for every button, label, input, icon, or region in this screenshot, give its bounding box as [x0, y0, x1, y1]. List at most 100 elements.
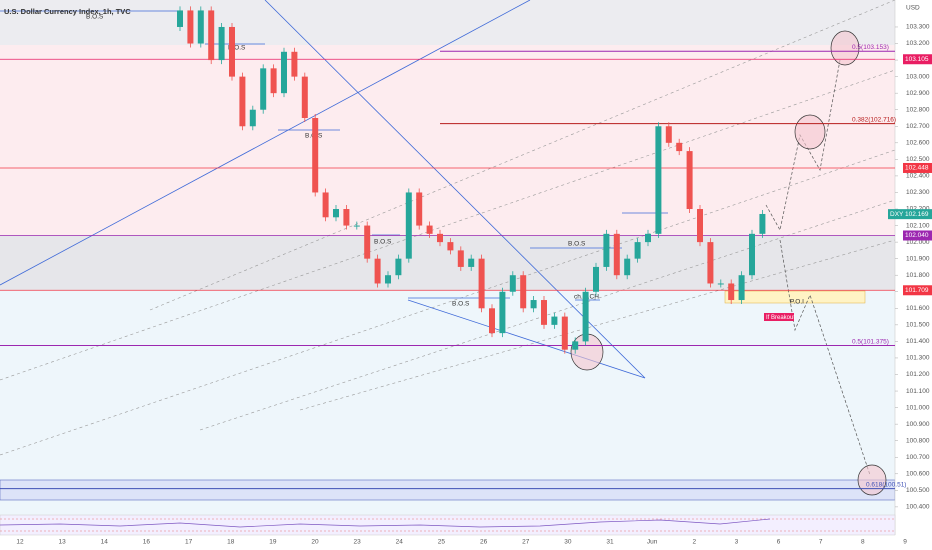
x-tick-label: 7 — [819, 539, 823, 546]
y-tick-label: 102.500 — [906, 156, 930, 163]
poi-zone — [724, 290, 866, 304]
x-tick-label: 8 — [861, 539, 865, 546]
breakout-tag — [764, 313, 794, 321]
y-tick-label: 103.200 — [906, 40, 930, 47]
annotation: B.O.S — [452, 301, 470, 308]
candle-body — [478, 258, 485, 309]
x-tick-label: 25 — [438, 539, 446, 546]
candle-body — [697, 209, 703, 243]
x-tick-label: 23 — [354, 539, 362, 546]
candle-body — [530, 300, 537, 309]
x-tick-label: 12 — [16, 539, 24, 546]
candle-body — [405, 192, 412, 259]
price-tag — [903, 230, 932, 241]
y-tick-label: 101.500 — [906, 322, 930, 329]
candle-body — [655, 126, 662, 234]
price-tag-label: 102.169 — [905, 211, 929, 218]
candle-body — [281, 51, 287, 94]
candle-body — [291, 51, 298, 77]
y-tick-label: 102.000 — [906, 239, 930, 246]
candle-body — [561, 316, 568, 350]
candle-body — [364, 225, 371, 259]
rsi-line — [0, 518, 771, 528]
x-tick-label: 27 — [522, 539, 530, 546]
candle-body — [728, 283, 735, 301]
y-tick-label: 101.600 — [906, 305, 930, 312]
x-tick-label: 20 — [311, 539, 319, 546]
candle-body — [197, 10, 204, 44]
annotation: B.O.S — [374, 239, 392, 246]
symbol-tag — [888, 209, 903, 220]
x-tick-label: 3 — [735, 539, 739, 546]
x-tick-label: 18 — [227, 539, 235, 546]
candle-body — [551, 316, 558, 325]
candle-body — [395, 258, 402, 276]
y-tick-label: 100.600 — [906, 471, 930, 478]
fib-label: 0.5(103.153) — [852, 44, 889, 51]
zone-demand — [0, 290, 895, 515]
y-tick-label: 103.300 — [906, 24, 930, 31]
candle-body — [187, 10, 194, 44]
x-tick-label: 31 — [606, 539, 614, 546]
candle-body — [218, 26, 225, 61]
y-tick-label: 100.400 — [906, 504, 930, 511]
candle-body — [707, 242, 714, 284]
candle-body — [603, 233, 610, 267]
candle-body — [322, 192, 329, 218]
candle-body — [665, 126, 672, 143]
candle-body — [208, 10, 215, 61]
candle-body — [717, 283, 724, 285]
candle-body — [572, 341, 579, 350]
candle-body — [437, 233, 443, 243]
candle-body — [270, 68, 277, 94]
y-tick-label: 101.000 — [906, 404, 930, 411]
y-tick-label: 102.400 — [906, 173, 930, 180]
y-tick-label: 101.200 — [906, 371, 930, 378]
candle-body — [676, 142, 683, 152]
x-tick-label: 30 — [564, 539, 572, 546]
annotation: P.O.I — [790, 299, 804, 306]
annotation: B.O.S — [228, 45, 246, 52]
candle-body — [333, 209, 339, 218]
candle-body — [260, 68, 267, 110]
candle-body — [301, 76, 308, 118]
price-tag-label: 102.448 — [905, 165, 929, 172]
annotation: If Breakout — [766, 315, 795, 321]
x-tick-label: Jun — [647, 539, 658, 546]
candle-body — [624, 258, 631, 276]
symbol-label: DXY — [890, 211, 904, 218]
x-tick-label: 14 — [101, 539, 109, 546]
candle-body — [541, 300, 547, 325]
candle-body — [582, 291, 589, 342]
price-tag-label: 103.105 — [905, 56, 929, 63]
candle-body — [489, 308, 495, 334]
fib-label: 0.382(102.716) — [852, 116, 896, 123]
y-tick-label: 101.900 — [906, 255, 930, 262]
x-tick-label: 13 — [59, 539, 67, 546]
y-tick-label: 100.700 — [906, 454, 930, 461]
y-tick-label: 100.800 — [906, 437, 930, 444]
annotation: B.O.S — [86, 14, 104, 21]
candle-body — [416, 192, 423, 226]
price-tag-label: 102.040 — [905, 232, 929, 239]
fib-label: 0.5(101.375) — [852, 338, 889, 345]
zone-supply — [0, 45, 895, 235]
candle-body — [457, 250, 464, 267]
candle-body — [239, 76, 246, 127]
candle-body — [426, 225, 433, 234]
price-tag-label: 101.709 — [905, 287, 929, 294]
rsi-panel — [0, 514, 896, 536]
currency: USD — [906, 5, 920, 12]
candle-body — [249, 109, 256, 127]
y-tick-label: 100.500 — [906, 487, 930, 494]
candle-body — [385, 275, 391, 284]
x-tick-label: 6 — [777, 539, 781, 546]
x-tick-label: 2 — [692, 539, 696, 546]
y-tick-label: 101.800 — [906, 272, 930, 279]
price-axis — [895, 0, 932, 550]
y-tick-label: 102.100 — [906, 222, 930, 229]
candle-body — [343, 209, 350, 226]
candle-body — [374, 258, 381, 284]
candle-body — [353, 225, 360, 227]
y-tick-label: 102.600 — [906, 140, 930, 147]
